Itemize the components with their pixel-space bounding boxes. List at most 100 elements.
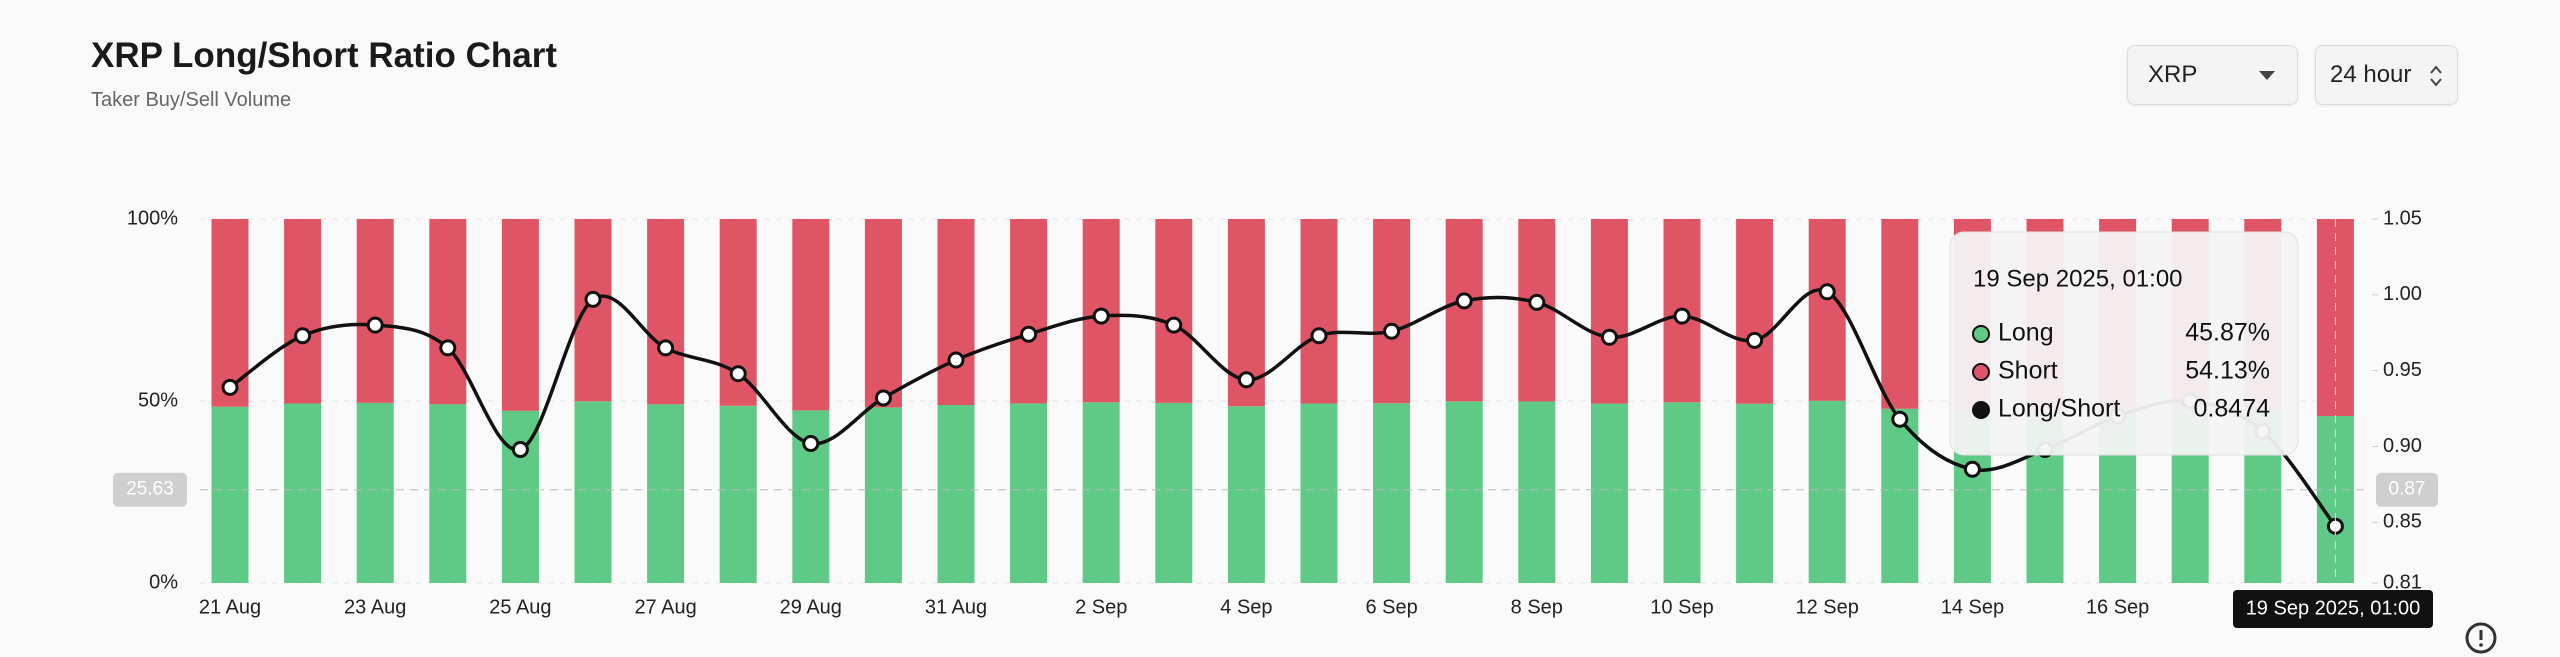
- tooltip-name: Short: [1998, 357, 2058, 385]
- ratio-point: [729, 365, 747, 383]
- long-bar: [1155, 402, 1193, 583]
- long-bar: [1663, 402, 1701, 583]
- long-bar: [356, 402, 394, 583]
- ratio-point: [584, 290, 602, 308]
- y2-tick-label: 1.05: [2383, 207, 2422, 229]
- crosshair-left-box: [113, 472, 187, 507]
- ratio-point: [1891, 410, 1909, 428]
- long-bar: [864, 407, 902, 583]
- tooltip-title: 19 Sep 2025, 01:00: [1973, 265, 2183, 292]
- x-tick-label: 6 Sep: [1365, 596, 1417, 618]
- interval-value: 24 hour: [2330, 61, 2412, 88]
- long-bar: [429, 404, 467, 583]
- symbol-value: XRP: [2148, 61, 2198, 88]
- icon-dot: [2479, 643, 2483, 647]
- x-tick-label: 8 Sep: [1511, 596, 1563, 618]
- short-bar: [1010, 219, 1048, 404]
- short-bar: [1373, 219, 1411, 404]
- tooltip-swatch: [1972, 363, 1990, 381]
- x-tick-label: 14 Sep: [1941, 596, 2004, 618]
- ratio-point: [1528, 293, 1546, 311]
- long-bar: [1082, 402, 1120, 583]
- crosshair-x-label: 19 Sep 2025, 01:00: [2246, 597, 2421, 619]
- x-tick-label: 27 Aug: [634, 596, 696, 618]
- crosshair-right-label: 0.87: [2389, 479, 2426, 500]
- tooltip-swatch: [1972, 401, 1990, 419]
- short-bar: [1881, 219, 1919, 409]
- ratio-point: [1383, 322, 1401, 340]
- tooltip-value: 0.8474: [2194, 395, 2271, 423]
- x-tick-label: 23 Aug: [344, 596, 406, 618]
- short-bar: [501, 219, 539, 411]
- short-bar: [1590, 219, 1628, 404]
- long-bar: [1518, 401, 1556, 583]
- y2-tick-label: 0.81: [2383, 571, 2422, 593]
- long-bar: [284, 403, 322, 583]
- x-tick-label: 12 Sep: [1796, 596, 1859, 618]
- ratio-point: [1310, 327, 1328, 345]
- long-bar: [1808, 400, 1846, 583]
- long-bar: [1300, 403, 1338, 583]
- long-bar: [1445, 401, 1483, 583]
- short-bar: [1445, 219, 1483, 402]
- long-bar: [1736, 403, 1774, 583]
- tooltip-name: Long: [1998, 319, 2054, 347]
- ratio-point: [1746, 331, 1764, 349]
- short-bar: [864, 219, 902, 408]
- y2-tick-label: 0.95: [2383, 359, 2422, 381]
- page-subtitle: Taker Buy/Sell Volume: [91, 89, 292, 111]
- ratio-point: [439, 339, 457, 357]
- short-bar: [211, 219, 249, 407]
- crosshair-left-label: 25.63: [126, 479, 174, 500]
- ratio-point: [366, 316, 384, 334]
- icon-ring: [2465, 622, 2497, 654]
- ratio-point: [1963, 460, 1981, 478]
- interval-select[interactable]: 24 hour: [2315, 45, 2458, 105]
- ratio-point: [1092, 307, 1110, 325]
- x-tick-label: 16 Sep: [2086, 596, 2149, 618]
- long-bar: [1881, 408, 1919, 583]
- tooltip: 19 Sep 2025, 01:00 Long 45.87% Short 54.13% L…: [1949, 231, 2299, 456]
- ratio-point: [802, 434, 820, 452]
- ratio-point: [657, 339, 675, 357]
- ratio-point: [511, 441, 529, 459]
- long-bar: [211, 406, 249, 583]
- long-bar: [647, 404, 685, 583]
- y-tick-label: 0%: [149, 571, 178, 593]
- long-bar: [937, 405, 975, 583]
- dropdown-arrow: [2259, 71, 2275, 80]
- x-tick-label: 29 Aug: [780, 596, 842, 618]
- short-bar: [647, 219, 685, 405]
- x-tick-label: 10 Sep: [1650, 596, 1713, 618]
- ratio-point: [1818, 283, 1836, 301]
- short-bar: [284, 219, 322, 404]
- ratio-point: [221, 378, 239, 396]
- short-bar: [429, 219, 467, 405]
- y2-tick-label: 0.85: [2383, 511, 2422, 533]
- stepper-icon: [2430, 65, 2442, 87]
- ratio-point: [1020, 325, 1038, 343]
- tooltip-value: 45.87%: [2185, 319, 2270, 347]
- y-tick-label: 50%: [138, 389, 178, 411]
- x-tick-label: 2 Sep: [1075, 596, 1127, 618]
- tooltip-value: 54.13%: [2185, 357, 2270, 385]
- ratio-point: [1600, 328, 1618, 346]
- short-bar: [1155, 219, 1193, 403]
- long-bar: [1590, 403, 1628, 583]
- page-title: XRP Long/Short Ratio Chart: [91, 36, 558, 75]
- short-bar: [792, 219, 830, 411]
- settings-icon[interactable]: [2465, 622, 2497, 654]
- crosshair-right-box: [2376, 472, 2438, 507]
- ratio-point: [1455, 292, 1473, 310]
- ratio-point: [1165, 316, 1183, 334]
- x-tick-label: 4 Sep: [1220, 596, 1272, 618]
- y-tick-label: 100%: [127, 207, 178, 229]
- tooltip-box: [1949, 231, 2299, 456]
- long-bar: [574, 401, 612, 583]
- x-tick-label: 25 Aug: [489, 596, 551, 618]
- tooltip-name: Long/Short: [1998, 395, 2120, 423]
- short-bar: [574, 219, 612, 402]
- symbol-select[interactable]: XRP: [2127, 45, 2298, 105]
